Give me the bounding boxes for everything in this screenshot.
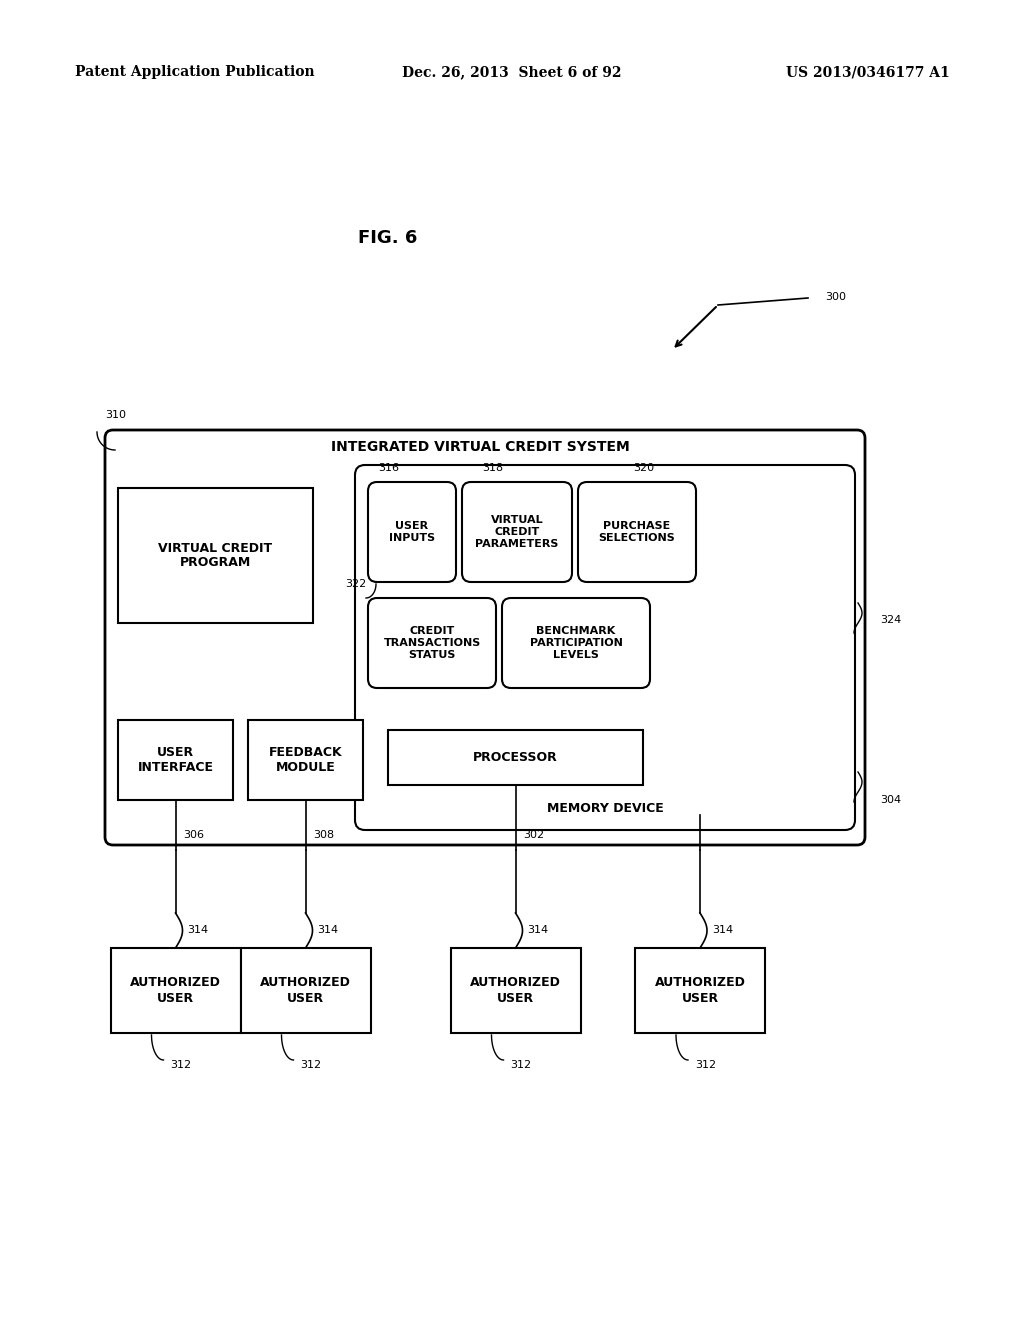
Text: 314: 314 [317,925,339,935]
Text: 312: 312 [171,1060,191,1071]
Bar [451,948,581,1034]
Text: USER
INPUTS: USER INPUTS [389,521,435,543]
Text: 314: 314 [712,925,733,935]
FancyBboxPatch shape [355,465,855,830]
Text: INTEGRATED VIRTUAL CREDIT SYSTEM: INTEGRATED VIRTUAL CREDIT SYSTEM [331,440,630,454]
Text: 308: 308 [313,830,335,840]
Text: 314: 314 [527,925,549,935]
Text: FEEDBACK
MODULE: FEEDBACK MODULE [268,746,342,774]
Bar [635,948,765,1034]
Text: 300: 300 [825,292,846,302]
FancyBboxPatch shape [105,430,865,845]
Text: 302: 302 [523,830,545,840]
Text: PROCESSOR: PROCESSOR [473,751,558,764]
Text: 318: 318 [482,463,503,473]
Text: 312: 312 [511,1060,531,1071]
Text: Dec. 26, 2013  Sheet 6 of 92: Dec. 26, 2013 Sheet 6 of 92 [402,65,622,79]
FancyBboxPatch shape [368,482,456,582]
Bar [118,719,233,800]
FancyBboxPatch shape [368,598,496,688]
Text: 306: 306 [183,830,205,840]
Bar [118,488,313,623]
Text: 320: 320 [633,463,654,473]
Text: CREDIT
TRANSACTIONS
STATUS: CREDIT TRANSACTIONS STATUS [383,627,480,660]
Text: AUTHORIZED
USER: AUTHORIZED USER [654,977,745,1005]
Text: 304: 304 [880,795,901,805]
Text: BENCHMARK
PARTICIPATION
LEVELS: BENCHMARK PARTICIPATION LEVELS [529,627,623,660]
Text: 316: 316 [378,463,399,473]
Text: 312: 312 [300,1060,322,1071]
Text: AUTHORIZED
USER: AUTHORIZED USER [260,977,351,1005]
Bar [388,730,643,785]
Text: US 2013/0346177 A1: US 2013/0346177 A1 [786,65,950,79]
FancyBboxPatch shape [502,598,650,688]
Text: USER
INTERFACE: USER INTERFACE [137,746,213,774]
Text: PURCHASE
SELECTIONS: PURCHASE SELECTIONS [599,521,676,543]
Text: MEMORY DEVICE: MEMORY DEVICE [547,801,664,814]
Text: AUTHORIZED
USER: AUTHORIZED USER [130,977,221,1005]
Text: Patent Application Publication: Patent Application Publication [75,65,314,79]
Text: 310: 310 [105,411,126,420]
Text: VIRTUAL CREDIT
PROGRAM: VIRTUAL CREDIT PROGRAM [159,541,272,569]
Text: FIG. 6: FIG. 6 [358,228,418,247]
Bar [111,948,241,1034]
FancyBboxPatch shape [462,482,572,582]
Text: AUTHORIZED
USER: AUTHORIZED USER [470,977,561,1005]
Bar [248,719,362,800]
Text: 322: 322 [345,579,366,589]
Text: 312: 312 [695,1060,716,1071]
Bar [241,948,371,1034]
Text: 324: 324 [880,615,901,624]
Text: VIRTUAL
CREDIT
PARAMETERS: VIRTUAL CREDIT PARAMETERS [475,515,559,549]
FancyBboxPatch shape [578,482,696,582]
Text: 314: 314 [187,925,209,935]
